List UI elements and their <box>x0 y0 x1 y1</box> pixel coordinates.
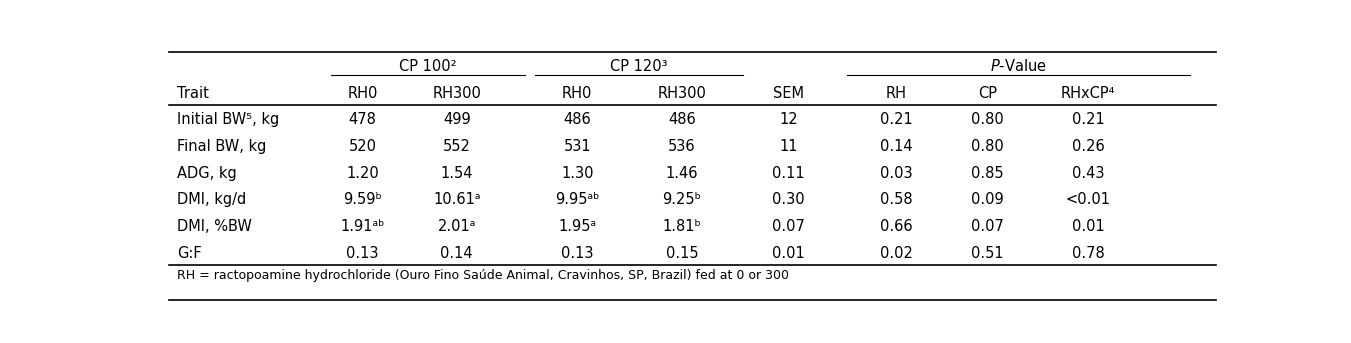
Text: DMI, %BW: DMI, %BW <box>177 219 253 234</box>
Text: 1.95ᵃ: 1.95ᵃ <box>558 219 596 234</box>
Text: CP 100²: CP 100² <box>399 59 457 74</box>
Text: 1.30: 1.30 <box>561 166 593 181</box>
Text: 0.80: 0.80 <box>971 112 1004 127</box>
Text: RH0: RH0 <box>562 86 592 100</box>
Text: CP: CP <box>978 86 997 100</box>
Text: 0.13: 0.13 <box>561 246 593 261</box>
Text: 0.09: 0.09 <box>971 192 1004 208</box>
Text: $P$-Value: $P$-Value <box>990 58 1047 74</box>
Text: ADG, kg: ADG, kg <box>177 166 236 181</box>
Text: 1.81ᵇ: 1.81ᵇ <box>662 219 701 234</box>
Text: 0.21: 0.21 <box>881 112 913 127</box>
Text: 9.59ᵇ: 9.59ᵇ <box>343 192 382 208</box>
Text: 0.01: 0.01 <box>773 246 805 261</box>
Text: RH = ractopoamine hydrochloride (Ouro Fino Saúde Animal, Cravinhos, SP, Brazil) : RH = ractopoamine hydrochloride (Ouro Fi… <box>177 270 789 283</box>
Text: 536: 536 <box>669 139 696 154</box>
Text: 2.01ᵃ: 2.01ᵃ <box>438 219 476 234</box>
Text: 10.61ᵃ: 10.61ᵃ <box>434 192 481 208</box>
Text: 0.43: 0.43 <box>1071 166 1104 181</box>
Text: <0.01: <0.01 <box>1066 192 1111 208</box>
Text: 0.13: 0.13 <box>346 246 378 261</box>
Text: 0.58: 0.58 <box>881 192 913 208</box>
Text: 486: 486 <box>563 112 592 127</box>
Text: 0.11: 0.11 <box>773 166 805 181</box>
Text: 0.02: 0.02 <box>880 246 913 261</box>
Text: 486: 486 <box>667 112 696 127</box>
Text: 0.30: 0.30 <box>773 192 805 208</box>
Text: DMI, kg/d: DMI, kg/d <box>177 192 246 208</box>
Text: 12: 12 <box>780 112 798 127</box>
Text: 1.91ᵃᵇ: 1.91ᵃᵇ <box>340 219 385 234</box>
Text: 0.26: 0.26 <box>1071 139 1105 154</box>
Text: 0.80: 0.80 <box>971 139 1004 154</box>
Text: RHxCP⁴: RHxCP⁴ <box>1061 86 1116 100</box>
Text: 0.51: 0.51 <box>971 246 1004 261</box>
Text: 1.54: 1.54 <box>440 166 473 181</box>
Text: 0.14: 0.14 <box>440 246 473 261</box>
Text: 1.20: 1.20 <box>346 166 378 181</box>
Text: RH300: RH300 <box>432 86 481 100</box>
Text: Trait: Trait <box>177 86 209 100</box>
Text: 0.21: 0.21 <box>1071 112 1105 127</box>
Text: 0.66: 0.66 <box>881 219 913 234</box>
Text: 478: 478 <box>349 112 377 127</box>
Text: 9.25ᵇ: 9.25ᵇ <box>662 192 701 208</box>
Text: RH: RH <box>886 86 907 100</box>
Text: 0.14: 0.14 <box>881 139 913 154</box>
Text: RH300: RH300 <box>658 86 707 100</box>
Text: 9.95ᵃᵇ: 9.95ᵃᵇ <box>555 192 600 208</box>
Text: G:F: G:F <box>177 246 201 261</box>
Text: 0.03: 0.03 <box>881 166 913 181</box>
Text: 520: 520 <box>349 139 377 154</box>
Text: 0.07: 0.07 <box>773 219 805 234</box>
Text: 0.78: 0.78 <box>1071 246 1105 261</box>
Text: 0.15: 0.15 <box>666 246 698 261</box>
Text: RH0: RH0 <box>347 86 378 100</box>
Text: Final BW, kg: Final BW, kg <box>177 139 266 154</box>
Text: CP 120³: CP 120³ <box>611 59 667 74</box>
Text: 0.07: 0.07 <box>971 219 1004 234</box>
Text: 11: 11 <box>780 139 798 154</box>
Text: 499: 499 <box>443 112 470 127</box>
Text: Initial BW⁵, kg: Initial BW⁵, kg <box>177 112 280 127</box>
Text: 531: 531 <box>563 139 590 154</box>
Text: 1.46: 1.46 <box>666 166 698 181</box>
Text: 0.01: 0.01 <box>1071 219 1105 234</box>
Text: 0.85: 0.85 <box>971 166 1004 181</box>
Text: 552: 552 <box>443 139 470 154</box>
Text: SEM: SEM <box>773 86 804 100</box>
